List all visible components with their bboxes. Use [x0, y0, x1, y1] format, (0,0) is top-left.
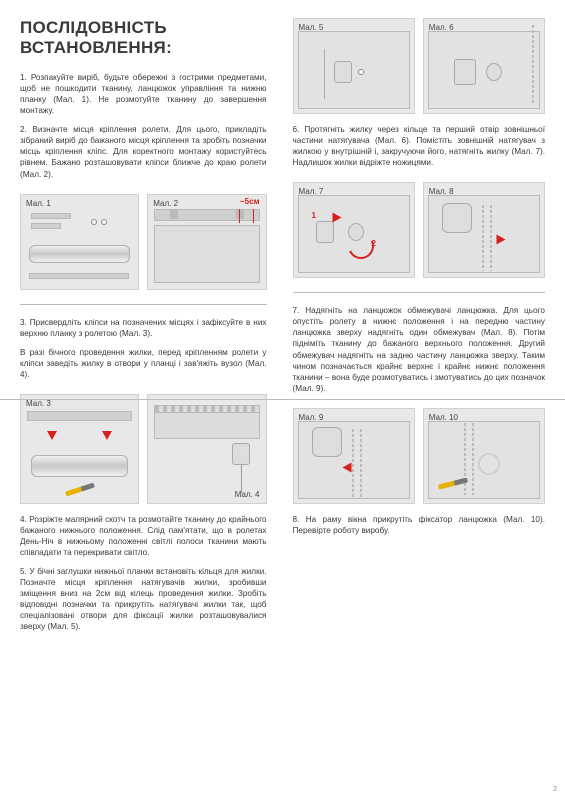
step-8-text: 8. На раму вікна прикрутіть фіксатор лан… [293, 514, 546, 536]
figure-9-label: Мал. 9 [299, 413, 324, 422]
figure-7-label: Мал. 7 [299, 187, 324, 196]
figure-6: Мал. 6 [423, 18, 545, 114]
figure-4: Мал. 4 [147, 394, 266, 504]
figure-9: Мал. 9 [293, 408, 415, 504]
step-4-text: 4. Розріжте малярний скотч та розмотайте… [20, 514, 267, 558]
num-1: 1 [312, 211, 316, 220]
figure-row-7-8: Мал. 7 1 2 Мал. 8 [293, 182, 546, 278]
step-7-text: 7. Надягніть на ланцюжок обмежувачі ланц… [293, 305, 546, 394]
step-3-text: 3. Присвердліть кліпси на позначених міс… [20, 317, 267, 339]
figure-7: Мал. 7 1 2 [293, 182, 415, 278]
figure-3-label: Мал. 3 [26, 399, 51, 408]
figure-8: Мал. 8 [423, 182, 545, 278]
step-5-text: 5. У бічні заглушки нижньої планки встан… [20, 566, 267, 632]
page-number: 2 [553, 786, 557, 793]
figure-10-label: Мал. 10 [429, 413, 458, 422]
page-title: ПОСЛІДОВНІСТЬ ВСТАНОВЛЕННЯ: [20, 18, 267, 58]
figure-2: Мал. 2 ~5см [147, 194, 266, 290]
step-6-text: 6. Протягніть жилку через кільце та перш… [293, 124, 546, 168]
figure-4-label: Мал. 4 [235, 490, 260, 499]
figure-10: Мал. 10 [423, 408, 545, 504]
step-1-text: 1. Розпакуйте виріб, будьте обережні з г… [20, 72, 267, 116]
step-2-text: 2. Визначте місця кріплення ролети. Для … [20, 124, 267, 179]
figure-5: Мал. 5 [293, 18, 415, 114]
figure-row-9-10: Мал. 9 Мал. 10 [293, 408, 546, 504]
figure-1: Мал. 1 [20, 194, 139, 290]
figure-row-5-6: Мал. 5 Мал. 6 [293, 18, 546, 114]
figure-8-label: Мал. 8 [429, 187, 454, 196]
dim-5cm: ~5см [240, 197, 260, 206]
figure-1-label: Мал. 1 [26, 199, 51, 208]
figure-row-3-4: Мал. 3 Мал. 4 [20, 394, 267, 504]
figure-row-1-2: Мал. 1 Мал. 2 ~5см [20, 194, 267, 290]
figure-3: Мал. 3 [20, 394, 139, 504]
instruction-page: ПОСЛІДОВНІСТЬ ВСТАНОВЛЕННЯ: 1. Розпакуйт… [0, 0, 565, 799]
step-3b-text: В разі бічного проведення жилки, перед к… [20, 347, 267, 380]
figure-6-label: Мал. 6 [429, 23, 454, 32]
figure-2-label: Мал. 2 [153, 199, 178, 208]
figure-5-label: Мал. 5 [299, 23, 324, 32]
